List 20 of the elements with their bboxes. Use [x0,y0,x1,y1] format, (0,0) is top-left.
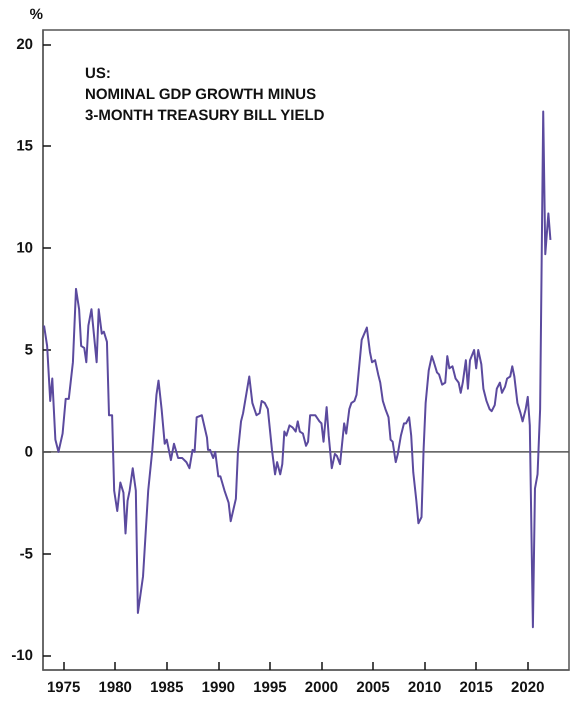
x-tick-label: 2005 [356,679,390,696]
line-series [43,110,552,628]
y-tick-label: -5 [20,545,33,562]
y-tick-label: 15 [16,138,33,155]
y-tick-label: 0 [24,443,33,460]
y-tick-label: 5 [24,342,33,358]
y-tick-label: -10 [11,647,33,664]
y-tick-label: 20 [16,36,33,53]
x-tick-label: 2000 [304,679,338,696]
x-tick-label: 1985 [150,679,184,696]
x-tick-label: 1975 [46,679,80,696]
x-tick-label: 2015 [459,679,493,696]
x-tick-label: 2020 [511,679,544,696]
x-tick-label: 1990 [202,679,236,696]
x-tick-label: 1980 [98,679,132,696]
y-tick-label: 10 [16,240,33,257]
x-tick-label: 1995 [253,679,287,696]
y-axis-title: % [30,6,43,23]
x-tick-label: 2010 [408,679,442,696]
text: US: NOMINAL GDP GROWTH MINUS 3-MONTH TREASURY BILL YIELD [85,65,325,124]
